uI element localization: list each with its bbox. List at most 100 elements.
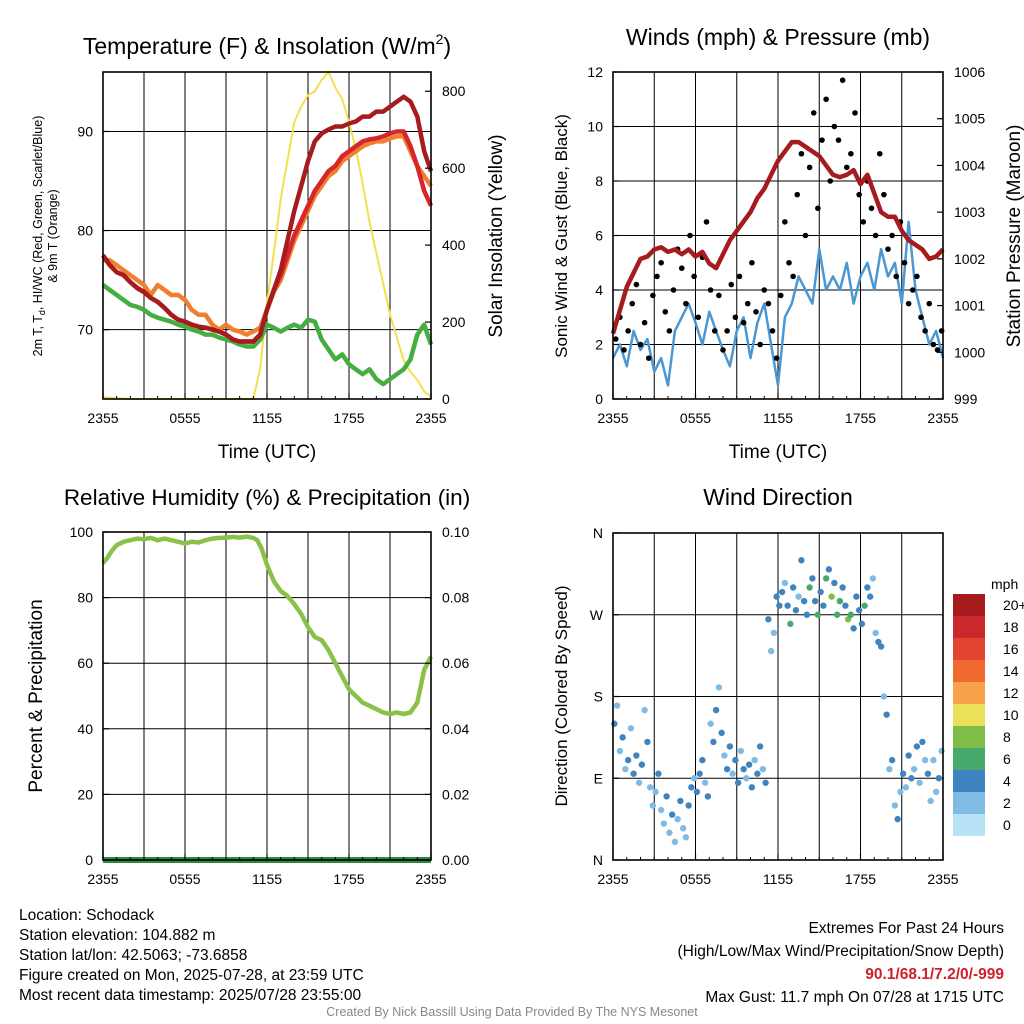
dewpoint-line	[101, 283, 434, 387]
y-tick-label: 80	[77, 590, 93, 606]
legend-label: 10	[1003, 707, 1019, 723]
pressure-line	[610, 139, 945, 335]
humidity-y-axis-label: Percent & Precipitation	[26, 599, 47, 792]
legend-swatch	[953, 792, 985, 814]
direction-point	[666, 829, 673, 836]
gust-point	[930, 341, 937, 348]
y-tick-label: 0	[85, 852, 93, 868]
direction-point	[916, 779, 923, 786]
y-tick-label: 70	[77, 322, 93, 338]
y2-tick-label: 200	[442, 314, 466, 330]
gust-point	[835, 137, 842, 143]
y-tick-label: 80	[77, 223, 93, 239]
y-tick-label: 90	[77, 123, 93, 139]
direction-point	[833, 611, 841, 618]
x-tick-label: 1155	[252, 410, 282, 426]
direction-point	[635, 779, 643, 786]
direction-point	[776, 602, 783, 609]
gust-point	[786, 259, 792, 266]
gust-point	[782, 219, 788, 225]
sonic-wind-line	[611, 220, 945, 387]
y-tick-label: 20	[77, 786, 93, 802]
y2-tick-label: 1006	[954, 64, 985, 80]
direction-point	[847, 611, 855, 618]
gust-point	[757, 341, 763, 348]
gust-point	[810, 110, 817, 116]
gust-point	[716, 292, 722, 299]
gust-point	[819, 137, 825, 143]
legend-label: 4	[1003, 773, 1011, 789]
direction-point	[792, 607, 800, 614]
gust-point	[744, 300, 751, 307]
humidity-line	[101, 534, 434, 717]
direction-point	[699, 756, 706, 764]
legend-label: 16	[1003, 641, 1019, 657]
direction-point	[657, 806, 665, 814]
wind-direction-panel: Wind Direction 2355 0555 1155 1755 2355 N E S W N…	[552, 484, 1024, 887]
legend-swatch	[953, 594, 985, 616]
direction-point	[721, 752, 728, 759]
y2-tick-label: 0.10	[442, 524, 469, 540]
legend-swatch	[953, 704, 985, 726]
direction-point	[938, 747, 945, 755]
gust-point	[761, 287, 768, 293]
direction-point	[674, 815, 681, 823]
direction-point	[930, 756, 937, 764]
y2-tick-label: 1002	[954, 251, 985, 267]
title-main: Temperature (F) & Insolation (W/m	[83, 33, 436, 59]
gust-point	[798, 150, 805, 157]
direction-point	[894, 815, 901, 823]
gust-point	[637, 341, 644, 348]
gust-point	[831, 123, 838, 130]
x-tick-label: 2355	[415, 871, 446, 887]
direction-point	[754, 770, 761, 777]
direction-point	[693, 788, 701, 796]
direction-point	[641, 706, 648, 714]
x-tick-label: 1755	[333, 410, 364, 426]
y2-tick-label: 1001	[954, 298, 985, 314]
gust-point	[872, 232, 879, 239]
legend-swatch	[953, 748, 985, 770]
direction-point	[897, 788, 904, 796]
gust-point	[934, 347, 941, 353]
gust-point	[889, 232, 895, 239]
gust-point	[868, 205, 875, 212]
extremes-subtitle: (High/Low/Max Wind/Precipitation/Snow De…	[677, 943, 1005, 960]
wind-direction-panel-title: Wind Direction	[703, 484, 853, 510]
direction-point	[880, 693, 888, 700]
direction-point	[803, 611, 811, 618]
direction-point	[638, 761, 646, 768]
winds-y-axis-label: Sonic Wind & Gust (Blue, Black)	[552, 114, 571, 358]
gust-point	[740, 319, 747, 326]
direction-point	[630, 770, 637, 777]
direction-point	[704, 793, 712, 800]
created-text: Figure created on Mon, 2025-07-28, at 23…	[19, 967, 364, 984]
gust-point	[654, 273, 660, 280]
direction-point	[748, 784, 756, 791]
winds-ticks: 2355 0555 1155 1755 2355 0 2 4 6 8 10 12 999 1000 1001…	[587, 64, 985, 426]
gust-point	[885, 246, 891, 252]
gust-point	[777, 292, 784, 299]
direction-point	[839, 584, 846, 591]
gust-point	[724, 328, 730, 334]
gust-point	[670, 287, 677, 293]
gust-point	[711, 328, 718, 334]
direction-point	[685, 802, 692, 809]
y-tick-label: 2	[595, 337, 603, 353]
direction-point	[806, 584, 813, 591]
direction-point	[872, 629, 879, 637]
gust-point	[790, 273, 796, 280]
direction-point	[611, 720, 618, 727]
gust-point	[823, 96, 829, 103]
winds-grid	[613, 72, 943, 399]
extremes-values: 90.1/68.1/7.2/0/-999	[865, 966, 1004, 983]
direction-point	[668, 811, 676, 818]
direction-point	[649, 802, 657, 809]
direction-point	[627, 725, 635, 732]
direction-point	[853, 593, 860, 600]
gust-point	[909, 287, 916, 293]
direction-point	[655, 770, 662, 777]
legend-swatch	[953, 638, 985, 660]
y-tick-label: E	[594, 770, 603, 786]
